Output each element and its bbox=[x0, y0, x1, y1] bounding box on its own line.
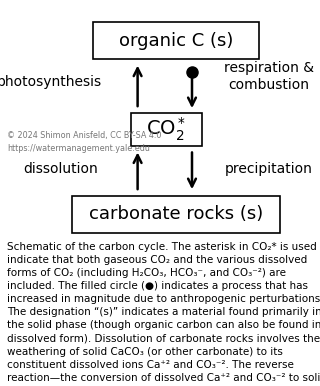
Text: photosynthesis: photosynthesis bbox=[0, 75, 102, 89]
Text: organic C (s): organic C (s) bbox=[119, 32, 233, 49]
Text: © 2024 Shimon Anisfeld, CC BY-SA 4.0
https://watermanagement.yale.edu: © 2024 Shimon Anisfeld, CC BY-SA 4.0 htt… bbox=[7, 131, 161, 153]
Bar bbox=[93, 22, 259, 59]
Text: dissolution: dissolution bbox=[23, 162, 98, 176]
Text: Schematic of the carbon cycle. The asterisk in CO₂* is used to
indicate that bot: Schematic of the carbon cycle. The aster… bbox=[7, 242, 320, 386]
Text: carbonate rocks (s): carbonate rocks (s) bbox=[89, 205, 263, 223]
Bar bbox=[72, 196, 280, 232]
Text: respiration &
combustion: respiration & combustion bbox=[224, 61, 314, 92]
Bar bbox=[131, 113, 202, 146]
Text: precipitation: precipitation bbox=[225, 162, 313, 176]
Text: CO$_2^*$: CO$_2^*$ bbox=[146, 116, 187, 143]
